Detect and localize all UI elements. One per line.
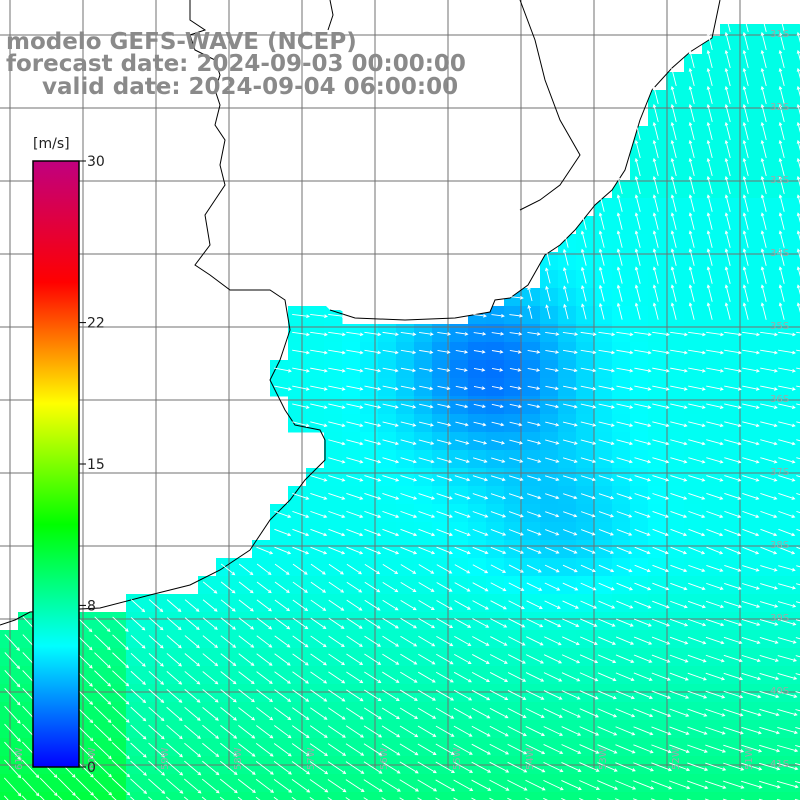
latitude-label: 40S [770,686,789,697]
colorbar-unit: [m/s] [33,136,70,152]
wind-arrows [3,0,800,804]
longitude-label: 54W [525,747,536,770]
forecast-date: forecast date: 2024-09-03 00:00:00 [6,51,466,77]
longitude-label: 51W [744,747,755,770]
colorbar: [m/s] 30 22 15 8 0 [32,136,105,776]
latitude-label: 31S [770,29,789,40]
colorbar-tick-label: 0 [87,760,96,776]
longitude-label: 53W [598,747,609,770]
longitude-label: 61W [14,747,25,770]
longitude-label: 56W [379,747,390,770]
latitude-label: 36S [770,394,789,405]
latitude-label: 38S [770,540,789,551]
colorbar-tick-label: 22 [87,316,105,332]
latitude-label: 33S [770,175,789,186]
longitude-label: 55W [452,747,463,770]
latitude-labels: 31S 32S 33S 34S 35S 36S 37S 38S 39S 40S 41S [770,29,789,770]
longitude-label: 52W [671,747,682,770]
latitude-label: 35S [770,321,789,332]
longitude-labels: 61W 60W 59W 58W 57W 56W 55W 54W 53W 52W 51W [14,747,755,770]
land-mask [0,0,800,322]
latitude-label: 37S [770,467,789,478]
longitude-label: 58W [233,747,244,770]
latitude-label: 39S [770,613,789,624]
colorbar-ticks: 30 22 15 8 0 [79,154,105,776]
colorbar-scale [32,160,80,768]
valid-date: valid date: 2024-09-04 06:00:00 [42,74,459,100]
latitude-label: 34S [770,248,789,259]
coastline [0,0,721,626]
colorbar-tick-label: 15 [87,457,105,473]
longitude-label: 57W [306,747,317,770]
latitude-label: 41S [770,759,789,770]
colorbar-tick-label: 8 [87,598,96,614]
model-title: modelo GEFS-WAVE (NCEP) [6,29,357,55]
latitude-label: 32S [770,102,789,113]
longitude-label: 59W [160,747,171,770]
longitude-label: 60W [87,747,98,770]
colorbar-tick-label: 30 [87,154,105,170]
